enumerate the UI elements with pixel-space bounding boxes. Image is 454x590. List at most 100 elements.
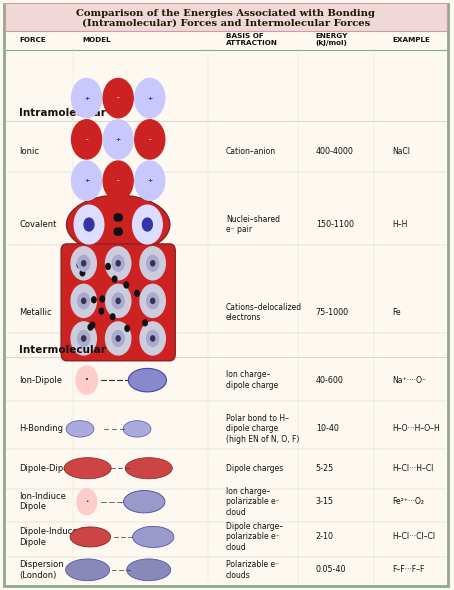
- Ellipse shape: [123, 490, 165, 513]
- Text: H–O···H–O–H: H–O···H–O–H: [392, 424, 440, 434]
- Circle shape: [140, 322, 165, 355]
- Circle shape: [80, 270, 85, 276]
- Ellipse shape: [66, 559, 110, 581]
- Text: Polar bond to H–
dipole charge
(high EN of N, O, F): Polar bond to H– dipole charge (high EN …: [226, 414, 299, 444]
- Text: Dipole-Dipole: Dipole-Dipole: [20, 464, 76, 473]
- Text: BASIS OF
ATTRACTION: BASIS OF ATTRACTION: [226, 33, 278, 46]
- Text: Cation–anion: Cation–anion: [226, 147, 276, 156]
- Circle shape: [106, 264, 110, 270]
- Text: •: •: [85, 499, 89, 504]
- Circle shape: [112, 293, 124, 309]
- Circle shape: [103, 78, 133, 118]
- Text: 40-600: 40-600: [316, 376, 344, 385]
- Circle shape: [90, 322, 95, 328]
- Text: H-Bonding: H-Bonding: [20, 424, 64, 434]
- Circle shape: [117, 214, 122, 221]
- Circle shape: [114, 228, 119, 235]
- Text: Fe²⁺···O₂: Fe²⁺···O₂: [392, 497, 424, 506]
- Circle shape: [116, 336, 120, 341]
- Circle shape: [92, 297, 96, 303]
- Text: Comparison of the Energies Associated with Bonding: Comparison of the Energies Associated wi…: [76, 9, 375, 18]
- Text: (Intramolecular) Forces and Intermolecular Forces: (Intramolecular) Forces and Intermolecul…: [82, 19, 370, 28]
- Text: NaCl: NaCl: [392, 147, 410, 156]
- Text: 2-10: 2-10: [316, 532, 334, 542]
- Circle shape: [125, 326, 129, 332]
- Circle shape: [78, 255, 90, 271]
- Circle shape: [71, 322, 96, 355]
- Circle shape: [76, 366, 98, 394]
- Circle shape: [116, 298, 120, 303]
- Text: Ion charge–
dipole charge: Ion charge– dipole charge: [226, 371, 278, 390]
- Circle shape: [74, 205, 104, 244]
- Ellipse shape: [123, 421, 151, 437]
- Text: H–Cl···H–Cl: H–Cl···H–Cl: [392, 464, 434, 473]
- Circle shape: [77, 489, 97, 514]
- Circle shape: [151, 261, 155, 266]
- Circle shape: [112, 255, 124, 271]
- Text: +: +: [116, 137, 121, 142]
- Text: +: +: [84, 96, 89, 101]
- Text: 10-40: 10-40: [316, 424, 339, 434]
- Circle shape: [88, 324, 93, 330]
- Circle shape: [105, 247, 131, 280]
- Circle shape: [117, 228, 122, 235]
- Text: Ion-Indiuce
Dipole: Ion-Indiuce Dipole: [20, 492, 66, 512]
- Circle shape: [116, 261, 120, 266]
- Text: H–Cl···Cl–Cl: H–Cl···Cl–Cl: [392, 532, 435, 542]
- Circle shape: [151, 298, 155, 303]
- Text: Cations–delocalized
electrons: Cations–delocalized electrons: [226, 303, 302, 322]
- Circle shape: [135, 161, 165, 200]
- Text: FORCE: FORCE: [20, 37, 46, 42]
- Text: Dipole charge–
polarizable e⁻
cloud: Dipole charge– polarizable e⁻ cloud: [226, 522, 283, 552]
- Text: EXAMPLE: EXAMPLE: [392, 37, 430, 42]
- Circle shape: [72, 78, 102, 118]
- Circle shape: [82, 298, 86, 303]
- Text: ENERGY
(kJ/mol): ENERGY (kJ/mol): [316, 33, 348, 46]
- Circle shape: [112, 330, 124, 346]
- Circle shape: [140, 247, 165, 280]
- Text: MODEL: MODEL: [82, 37, 111, 42]
- Circle shape: [71, 284, 96, 317]
- Circle shape: [78, 293, 90, 309]
- Text: Dipole-Induced
Dipole: Dipole-Induced Dipole: [20, 527, 83, 547]
- Circle shape: [151, 336, 155, 341]
- Text: 150-1100: 150-1100: [316, 220, 354, 229]
- Circle shape: [72, 120, 102, 159]
- Text: F–F···F–F: F–F···F–F: [392, 565, 424, 574]
- Text: Covalent: Covalent: [20, 220, 57, 229]
- FancyBboxPatch shape: [5, 2, 447, 31]
- Text: +: +: [147, 96, 153, 101]
- Text: Dispersion
(London): Dispersion (London): [20, 560, 64, 579]
- Circle shape: [103, 161, 133, 200]
- Text: Metallic: Metallic: [20, 308, 52, 317]
- Text: -: -: [148, 137, 151, 142]
- Text: Na⁺····O⁻: Na⁺····O⁻: [392, 376, 426, 385]
- Text: Dipole charges: Dipole charges: [226, 464, 283, 473]
- Ellipse shape: [64, 458, 111, 479]
- Text: -: -: [117, 178, 119, 183]
- Ellipse shape: [125, 458, 173, 479]
- Text: Fe: Fe: [392, 308, 401, 317]
- FancyBboxPatch shape: [61, 244, 175, 360]
- Text: 75-1000: 75-1000: [316, 308, 349, 317]
- Circle shape: [147, 293, 159, 309]
- Circle shape: [110, 314, 115, 320]
- Ellipse shape: [67, 195, 170, 254]
- Ellipse shape: [128, 368, 167, 392]
- Text: +: +: [147, 178, 153, 183]
- Circle shape: [77, 262, 82, 268]
- Ellipse shape: [127, 559, 171, 581]
- Text: 5-25: 5-25: [316, 464, 334, 473]
- Circle shape: [135, 120, 165, 159]
- Text: +: +: [84, 178, 89, 183]
- Circle shape: [135, 290, 139, 296]
- Ellipse shape: [70, 527, 110, 547]
- Circle shape: [82, 261, 86, 266]
- Text: -: -: [117, 96, 119, 101]
- Text: Polarizable e⁻
clouds: Polarizable e⁻ clouds: [226, 560, 279, 579]
- Text: Ion-Dipole: Ion-Dipole: [20, 376, 62, 385]
- Circle shape: [105, 284, 131, 317]
- Text: 0.05-40: 0.05-40: [316, 565, 346, 574]
- Circle shape: [84, 218, 94, 231]
- Circle shape: [133, 205, 162, 244]
